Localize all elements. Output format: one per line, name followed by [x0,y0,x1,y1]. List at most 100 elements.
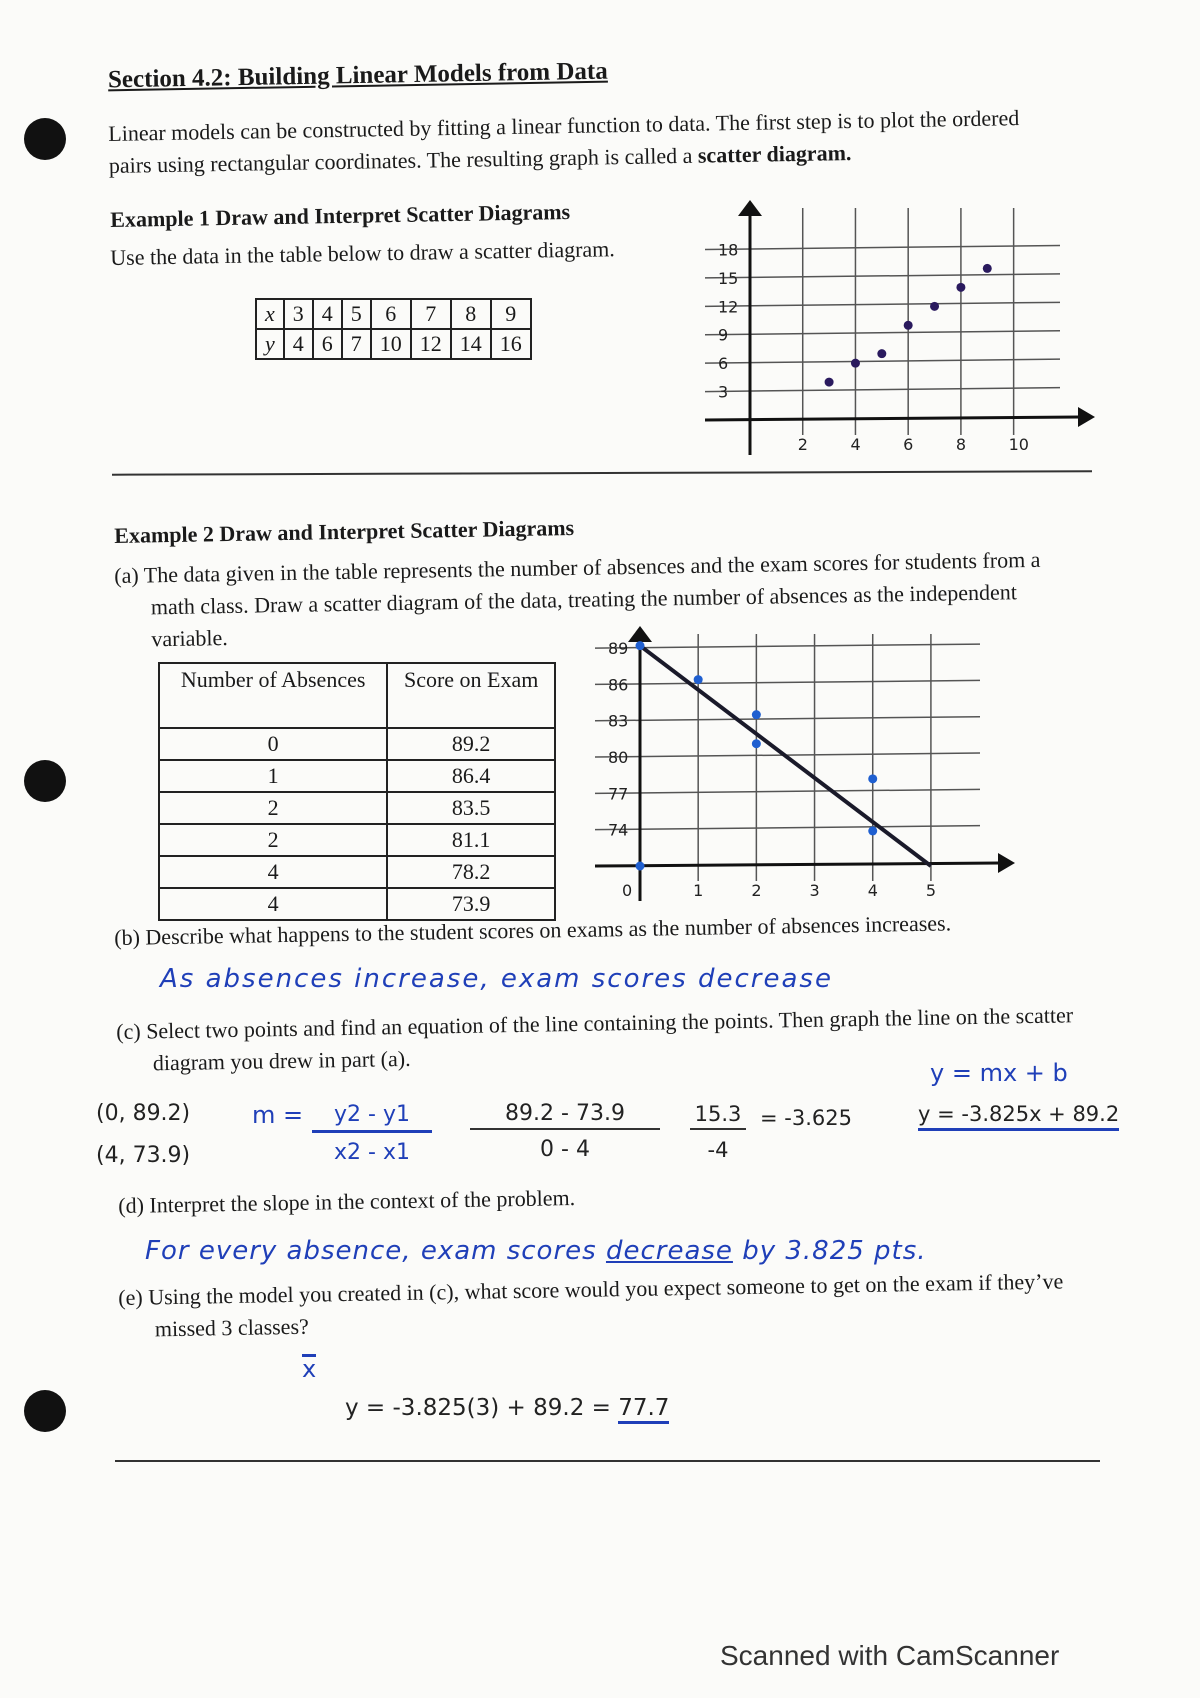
intro-text: Linear models can be constructed by fitt… [108,105,1020,178]
table-cell: 0 [157,727,389,761]
table-cell: 7 [409,298,452,330]
slope-formula-numerator: y2 - y1 [312,1100,432,1133]
y-tick-label: 89 [608,639,628,658]
table-cell: 5 [340,298,372,330]
table-cell: 10 [369,328,412,360]
slope-formula-denominator: x2 - x1 [334,1140,410,1165]
prediction-answer: 77.7 [618,1395,670,1424]
table-row: 4 73.9 [157,887,556,921]
section-title: Section 4.2: Building Linear Models from… [107,57,608,94]
table-cell: 6 [369,298,412,330]
table-row: 1 86.4 [157,759,556,793]
data-point [635,861,645,871]
x-tick-label: 6 [903,435,913,454]
slope-label: m = [252,1101,304,1129]
grid-line-horizontal [594,788,981,795]
table-header: Score on Exam [386,662,556,729]
table-header: x [255,298,285,330]
grid-line-horizontal [594,679,981,686]
table-cell: 2 [157,823,389,857]
x-tick-label: 4 [850,435,860,454]
x-axis-arrow-icon [1078,407,1095,427]
grid-line-horizontal [704,329,1061,336]
table-cell: 12 [409,328,452,360]
x-tick-label: 3 [810,881,820,900]
prediction-work: y = -3.825(3) + 89.2 = 77.7 [345,1394,670,1424]
data-point [956,282,966,292]
divider [111,470,1093,476]
example1-scatter-plot: 3 6 9 12 15 18 2 4 6 8 10 [704,200,1095,455]
grid-line-horizontal [704,358,1061,364]
line-equation: y = -3.825x + 89.2 [918,1100,1120,1131]
data-point [751,710,761,720]
camscanner-watermark: Scanned with CamScanner [720,1640,1060,1671]
grid-line-horizontal [704,386,1061,393]
x-tick-label: 2 [798,435,808,454]
data-point [693,675,703,685]
data-point [903,320,913,330]
table-cell: 1 [157,759,389,793]
intro-paragraph: Linear models can be constructed by fitt… [108,102,1039,182]
fraction-numerator: 15.3 [690,1100,746,1130]
table-header: Number of Absences [157,662,389,729]
divider [115,1460,1100,1462]
y-tick-label: 12 [718,297,738,316]
example2-scatter-plot: 89 86 83 80 77 74 0 1 2 3 4 5 [594,626,1015,901]
table-row: 4 78.2 [157,855,556,889]
grid-line-horizontal [704,244,1061,251]
part-e-text: (e) Using the model you created in (c), … [118,1268,1064,1342]
data-point [751,739,761,749]
x-tick-label: 10 [1009,435,1029,454]
y-tick-label: 86 [608,675,628,694]
y-tick-label: 80 [608,748,628,767]
table-cell: 7 [340,328,372,360]
y-tick-label: 83 [608,712,628,731]
table-header: y [255,328,285,360]
data-point [930,301,940,311]
table-cell: 86.4 [386,759,556,793]
table-cell: 14 [449,328,492,360]
table-cell: 4 [157,887,389,921]
x-axis-arrow-icon [998,853,1015,873]
table-cell: 9 [489,298,532,330]
data-point [982,263,992,273]
y-axis-arrow-icon [628,626,652,642]
data-point [868,826,878,836]
part-d-text: (d) Interpret the slope in the context o… [118,1185,576,1218]
hole-punch [24,760,66,802]
y-axis-arrow-icon [738,200,762,216]
table-cell: 89.2 [386,727,556,761]
table-cell: 6 [311,328,343,360]
grid-line-horizontal [594,824,981,831]
table-cell: 16 [489,328,532,360]
y-tick-label: 9 [718,326,728,345]
fraction-denominator: -4 [707,1138,729,1162]
point-1: (0, 89.2) [96,1101,191,1126]
y-tick-label: 15 [718,269,738,288]
data-point [850,358,860,368]
y-tick-label: 18 [718,240,738,259]
table-cell: 4 [157,855,389,889]
table-cell: 78.2 [386,855,556,889]
table-cell: 2 [157,791,389,825]
fit-line [638,644,933,868]
data-point [868,774,878,784]
x-tick-label: 8 [956,435,966,454]
example2-table: Number of Absences Score on Exam 0 89.2 1 86… [157,662,556,921]
hole-punch [24,1390,66,1432]
grid-line-horizontal [704,301,1061,308]
table-cell: 8 [449,298,492,330]
x-mark: x [302,1354,317,1383]
substituted-numerator: 89.2 - 73.9 [470,1100,660,1130]
x-tick-label: 2 [751,881,761,900]
x-tick-label: 4 [868,881,878,900]
y-tick-label: 6 [718,354,728,373]
grid-line-horizontal [594,643,981,649]
table-cell: 3 [282,298,314,330]
answer-b: As absences increase, exam scores decrea… [160,964,833,994]
slope-value: = -3.625 [760,1106,852,1130]
table-cell: 73.9 [386,887,556,921]
table-cell: 4 [311,298,343,330]
slope-intercept-form: y = mx + b [930,1059,1068,1087]
